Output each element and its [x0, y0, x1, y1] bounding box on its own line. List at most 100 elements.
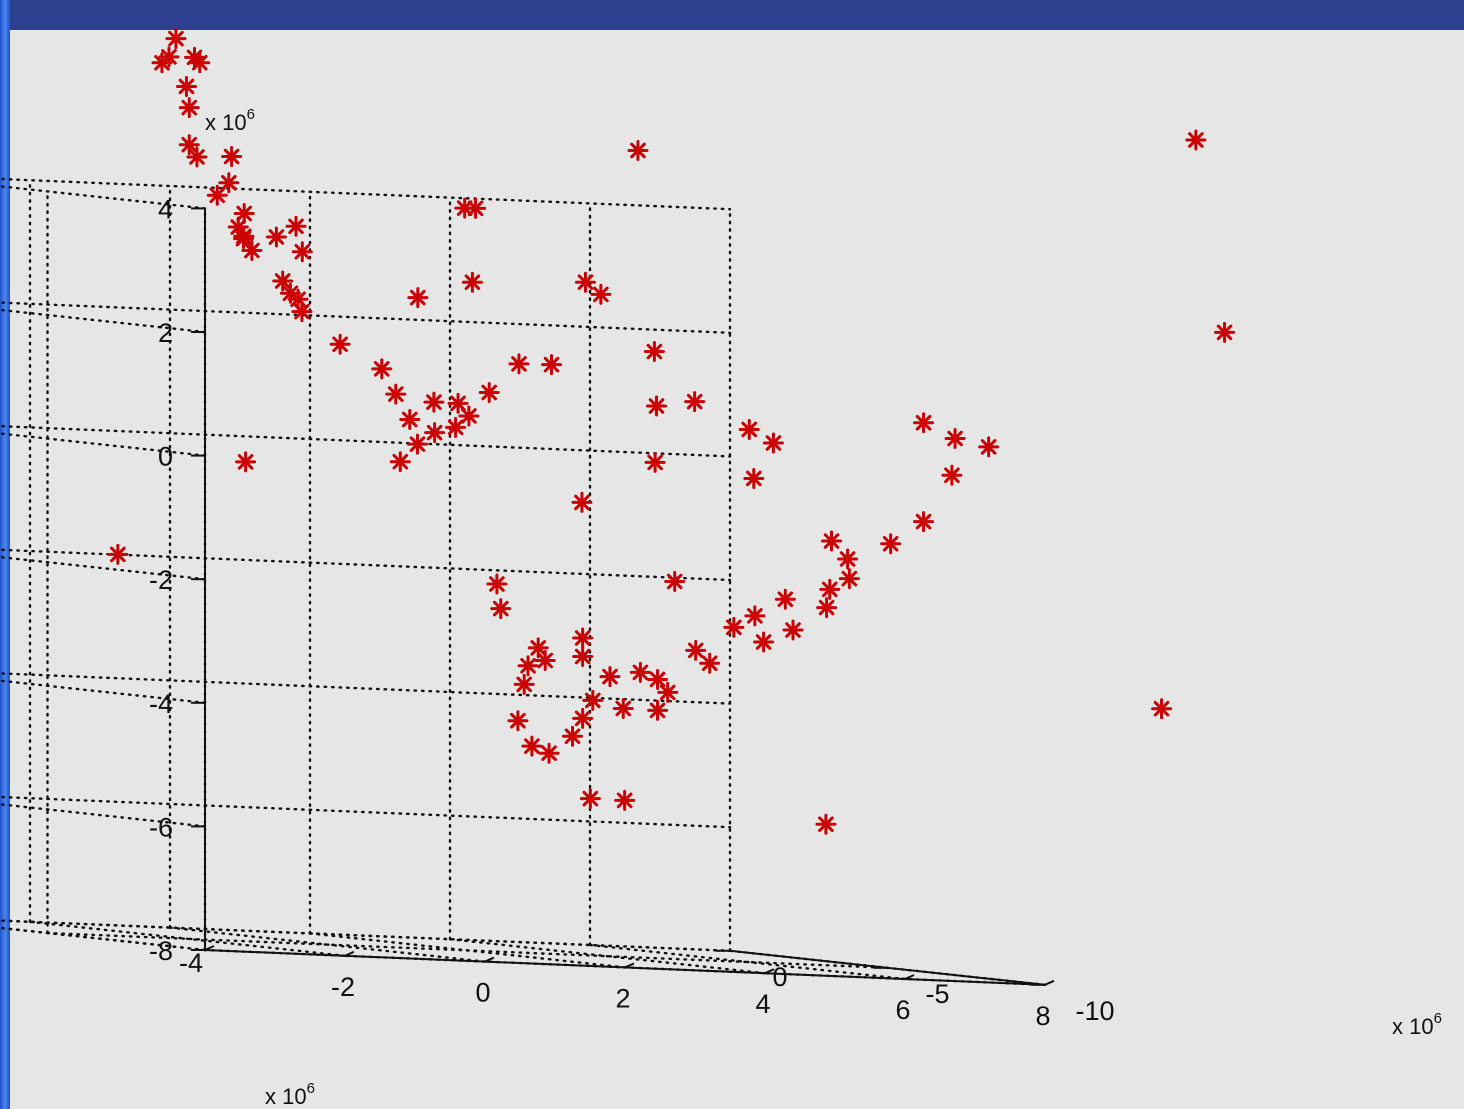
scatter-point[interactable]	[221, 146, 243, 167]
scatter-point-stroke	[516, 676, 532, 693]
scatter-point[interactable]	[614, 789, 636, 811]
scatter-point[interactable]	[1151, 698, 1173, 720]
scatter-point[interactable]	[265, 226, 287, 248]
scatter-point[interactable]	[723, 616, 745, 638]
scatter-point[interactable]	[821, 530, 842, 552]
scatter-point-stroke	[585, 692, 601, 709]
scatter-point[interactable]	[541, 354, 562, 376]
scatter-point[interactable]	[517, 655, 539, 677]
scatter-point[interactable]	[486, 573, 508, 595]
scatter-point[interactable]	[371, 358, 393, 380]
scatter-point[interactable]	[507, 710, 529, 732]
scatter-point[interactable]	[643, 341, 665, 363]
scatter-point[interactable]	[664, 570, 686, 592]
scatter-point-stroke	[746, 470, 762, 487]
scatter-point[interactable]	[944, 427, 966, 449]
scatter-point[interactable]	[743, 467, 765, 489]
scatter-point[interactable]	[582, 689, 604, 711]
scatter-point[interactable]	[478, 381, 500, 403]
scatter-point[interactable]	[186, 146, 208, 168]
scatter-point[interactable]	[782, 619, 804, 641]
scatter-point[interactable]	[233, 202, 255, 224]
scatter-point[interactable]	[458, 405, 480, 427]
scatter-point[interactable]	[206, 184, 228, 206]
scatter-point[interactable]	[753, 631, 775, 653]
scatter-point[interactable]	[572, 627, 594, 649]
scatter-point[interactable]	[406, 433, 428, 455]
scatter-point[interactable]	[572, 707, 594, 729]
scatter-point[interactable]	[657, 681, 679, 703]
scatter-point[interactable]	[513, 673, 535, 695]
scatter-point[interactable]	[612, 698, 634, 719]
scatter-point[interactable]	[562, 725, 583, 747]
scatter-point[interactable]	[521, 735, 543, 757]
scatter-point[interactable]	[447, 392, 469, 414]
scatter-point[interactable]	[534, 650, 556, 672]
scatter-point[interactable]	[684, 391, 706, 413]
scatter-point[interactable]	[774, 588, 796, 610]
scatter-point[interactable]	[838, 568, 860, 590]
scatter-point[interactable]	[508, 353, 530, 375]
scatter-point[interactable]	[107, 543, 129, 565]
scatter-point[interactable]	[178, 97, 200, 119]
scatter-point[interactable]	[913, 511, 935, 533]
scatter-point[interactable]	[1214, 321, 1236, 343]
scatter-point[interactable]	[407, 287, 429, 309]
scatter-point[interactable]	[819, 578, 841, 600]
scatter-point[interactable]	[165, 28, 187, 50]
scatter-point[interactable]	[599, 666, 621, 688]
scatter-point[interactable]	[815, 813, 837, 835]
scatter-point[interactable]	[218, 172, 240, 194]
scatter-point[interactable]	[241, 239, 263, 261]
scatter-point[interactable]	[445, 416, 467, 438]
scatter-point[interactable]	[816, 597, 838, 619]
scatter-point-stroke	[593, 286, 609, 303]
scatter-point[interactable]	[424, 422, 446, 444]
scatter-point[interactable]	[629, 661, 651, 683]
scatter-point[interactable]	[941, 464, 963, 486]
scatter-point[interactable]	[158, 46, 180, 68]
scatter-point[interactable]	[744, 605, 766, 627]
scatter-point[interactable]	[762, 432, 784, 454]
scatter-point[interactable]	[880, 533, 902, 555]
scatter-point[interactable]	[399, 408, 421, 430]
scatter-point[interactable]	[685, 639, 707, 661]
scatter-point[interactable]	[647, 668, 669, 690]
scatter-point[interactable]	[189, 52, 211, 74]
tick-labels: -4 -2 0 2 4 6 8 -10 -5 0 -8 -6 -4 -2 0 2 4 x 106 x 106 x 10…	[149, 106, 1442, 1109]
scatter-point[interactable]	[175, 75, 197, 97]
scatter-point[interactable]	[385, 383, 407, 405]
scatter-point[interactable]	[837, 548, 859, 570]
scatter-point[interactable]	[291, 241, 313, 263]
scatter-point[interactable]	[287, 288, 309, 310]
scatter-point[interactable]	[538, 742, 560, 764]
scatter-point[interactable]	[978, 436, 1000, 458]
scatter-point[interactable]	[738, 418, 760, 440]
scatter-point[interactable]	[699, 652, 721, 674]
scatter-point-stroke	[450, 395, 466, 412]
scatter-point[interactable]	[646, 395, 667, 417]
scatter-point[interactable]	[571, 491, 593, 513]
scatter-point[interactable]	[644, 451, 666, 473]
y-tick-label: 0	[772, 962, 787, 992]
scatter-point[interactable]	[423, 391, 445, 413]
scatter-point[interactable]	[329, 333, 351, 355]
scatter-point[interactable]	[235, 451, 257, 473]
scatter-point[interactable]	[465, 197, 487, 219]
scatter-point[interactable]	[490, 598, 512, 620]
scatter-point[interactable]	[647, 699, 669, 721]
scatter-point[interactable]	[590, 283, 612, 305]
scatter-point[interactable]	[233, 225, 255, 247]
scatter-point[interactable]	[572, 646, 594, 668]
scatter-point[interactable]	[574, 271, 596, 293]
scatter-point[interactable]	[579, 788, 601, 810]
data-points[interactable]	[107, 28, 1236, 835]
scatter-point[interactable]	[1185, 129, 1207, 151]
scatter-point[interactable]	[389, 451, 411, 473]
scatter-point[interactable]	[627, 140, 649, 161]
scatter-point[interactable]	[291, 301, 313, 323]
scatter-point-stroke	[577, 274, 594, 290]
scatter-point[interactable]	[461, 271, 483, 293]
scatter-point[interactable]	[285, 215, 307, 237]
scatter-point[interactable]	[913, 412, 935, 434]
